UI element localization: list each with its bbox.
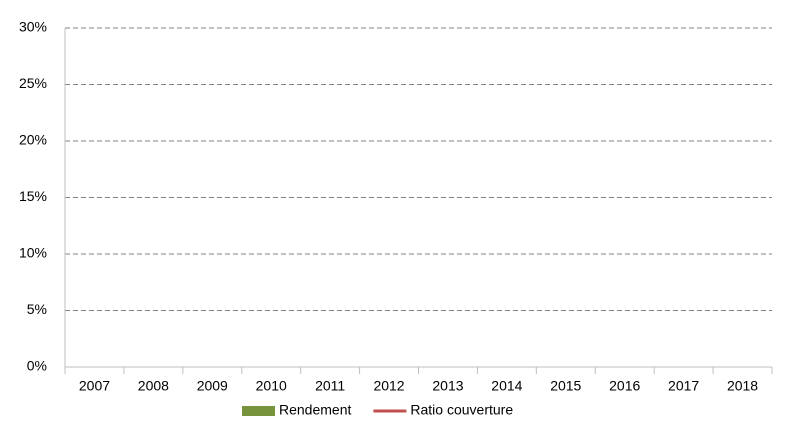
y-tick-label: 10% (19, 245, 47, 261)
x-tick-label: 2010 (256, 378, 287, 394)
y-tick-label: 25% (19, 75, 47, 91)
x-tick-label: 2013 (432, 378, 463, 394)
y-tick-label: 15% (19, 188, 47, 204)
x-tick-label: 2017 (668, 378, 699, 394)
x-tick-label: 2014 (491, 378, 522, 394)
y-tick-label: 20% (19, 132, 47, 148)
x-tick-label: 2015 (550, 378, 581, 394)
x-tick-label: 2012 (373, 378, 404, 394)
legend-swatch (242, 406, 275, 416)
x-tick-label: 2018 (727, 378, 758, 394)
x-tick-label: 2009 (197, 378, 228, 394)
x-tick-label: 2011 (315, 378, 345, 394)
legend-label: Rendement (279, 402, 351, 418)
y-tick-label: 5% (27, 301, 47, 317)
legend-label: Ratio couverture (410, 402, 513, 418)
x-tick-label: 2007 (79, 378, 110, 394)
x-tick-label: 2008 (138, 378, 169, 394)
y-tick-label: 0% (27, 358, 47, 374)
x-tick-label: 2016 (609, 378, 640, 394)
y-tick-label: 30% (19, 19, 47, 35)
